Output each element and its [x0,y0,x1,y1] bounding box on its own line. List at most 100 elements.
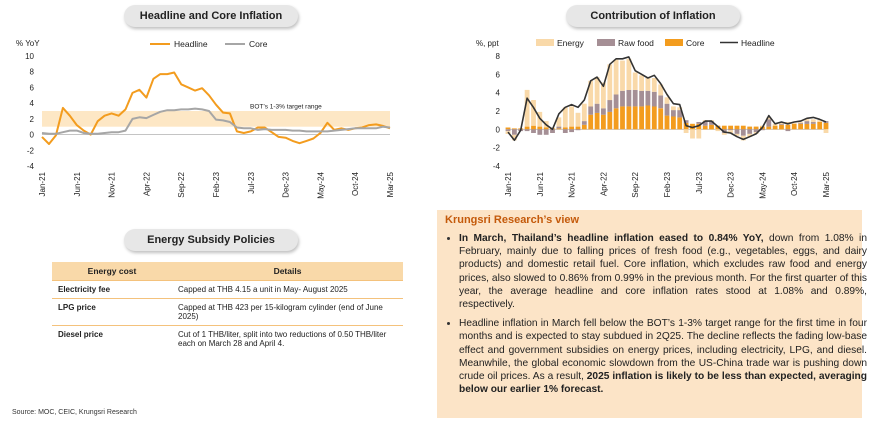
table-cell-item: Diesel price [52,325,172,352]
raw-food-bar [524,129,530,132]
x-tick-label: Jan-21 [38,171,47,196]
research-view-title: Krungsri Research’s view [445,214,580,226]
raw-food-bar [505,129,511,132]
energy-bar [658,84,664,96]
headline-line [507,56,827,142]
x-tick-label: Dec-23 [282,171,291,197]
table-cell-detail: Capped at THB 423 per 15-kilogram cylind… [172,298,403,326]
core-bar [537,126,543,130]
x-tick-label: Jan-21 [504,171,513,196]
x-tick-label: Apr-22 [599,171,608,196]
energy-bar [588,80,594,107]
core-bar [753,126,759,130]
core-bar [512,128,517,130]
raw-food-bar [810,122,816,124]
energy-bar [601,82,606,109]
legend-label: Core [249,39,268,49]
core-bar [601,114,606,130]
energy-bar [823,129,829,133]
core-bar [785,124,791,130]
core-bar [588,114,594,130]
core-bar [671,116,676,130]
table-header-energy-cost: Energy cost [52,262,172,281]
raw-food-bar [639,90,644,107]
energy-bar [651,78,657,92]
core-bar [556,128,562,130]
raw-food-bar [696,122,702,124]
energy-bar [512,134,517,141]
energy-bar [734,133,740,136]
core-bar [594,112,600,130]
energy-bar [747,133,753,137]
energy-bar [620,60,625,91]
y-tick-label: 0 [496,125,501,134]
energy-bar [683,129,689,133]
energy-bar [531,100,536,126]
energy-bar [804,119,810,122]
list-item: In March, Thailand’s headline inflation … [459,232,867,311]
raw-food-bar [702,121,708,126]
x-tick-label: Oct-24 [351,171,360,196]
core-bar [651,106,657,130]
core-bar [607,111,613,130]
core-bar [747,126,753,130]
raw-food-bar [709,121,714,125]
core-bar [810,123,816,130]
energy-bar [766,117,772,120]
table-cell-detail: Capped at THB 4.15 a unit in May- August… [172,280,403,299]
core-bar [677,117,683,130]
raw-food-bar [588,106,594,115]
bullet-1-bold: In March, Thailand’s headline inflation … [459,233,764,244]
core-bar [626,106,632,130]
raw-food-bar [575,129,581,131]
core-bar [728,125,733,130]
core-bar [734,125,740,130]
energy-bar [715,129,721,132]
raw-food-bar [550,129,555,133]
y-tick-label: 0 [30,131,35,140]
x-tick-label: Jun-21 [536,171,545,196]
legend-label: Headline [174,39,208,49]
energy-bar [791,122,797,124]
y-tick-label: 4 [30,99,35,108]
raw-food-bar [607,100,613,112]
raw-food-bar [594,103,600,113]
core-bar [524,126,530,130]
list-item: Headline inflation in March fell below t… [459,317,867,396]
x-tick-label: Sep-22 [631,171,640,197]
raw-food-bar [658,95,664,109]
y-tick-label: -2 [493,144,501,153]
table-row: LPG price Capped at THB 423 per 15-kilog… [52,298,403,326]
y-tick-label: 8 [30,68,35,77]
core-bar [613,108,619,130]
energy-bar [594,77,600,104]
legend-swatch [597,39,615,46]
energy-bar [798,122,803,123]
energy-bar [817,120,823,122]
research-view-panel: Krungsri Research’s view In March, Thail… [437,210,867,418]
core-bar [620,106,625,130]
legend-label: Energy [557,38,585,48]
energy-bar [690,129,695,139]
x-tick-label: Feb-23 [212,171,221,197]
table-row: Electricity fee Capped at THB 4.15 a uni… [52,280,403,299]
raw-food-bar [728,129,733,131]
raw-food-bar [581,121,587,125]
energy-bar [664,97,670,104]
energy-bar [721,133,727,135]
raw-food-bar [620,90,625,107]
contribution-of-inflation-chart: %, ppt -4 -2 0 2 4 6 8 Jan-21 Jun-21 Nov-21 Apr-22 S… [476,38,831,199]
energy-bar [581,103,587,122]
core-bar [690,123,695,130]
x-tick-label: Mar-25 [386,171,395,197]
raw-food-bar [798,122,803,124]
energy-bar [677,107,683,111]
y-tick-label: -4 [27,162,35,171]
energy-bar [696,129,702,139]
core-bar [791,123,797,130]
core-bar [639,106,644,130]
y-tick-label: -4 [493,162,501,171]
x-tick-label: Jun-21 [73,171,82,196]
raw-food-bar [760,129,765,131]
target-band-label: BOT’s 1-3% target range [250,104,322,111]
